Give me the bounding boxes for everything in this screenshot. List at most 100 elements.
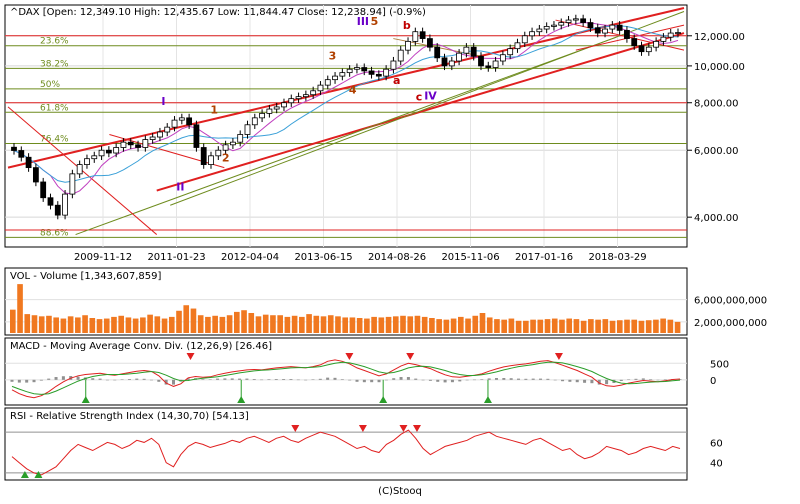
candle-body xyxy=(448,60,455,67)
volume-bar xyxy=(530,319,536,333)
volume-bar xyxy=(147,314,153,333)
fib-level-label: 61.8% xyxy=(40,103,69,113)
wave-label: III xyxy=(357,15,369,28)
rsi-buy-signal-icon xyxy=(34,471,43,478)
candle-body xyxy=(514,42,521,50)
wave-label: a xyxy=(393,74,400,87)
macd-buy-signal-icon xyxy=(483,396,492,403)
volume-bar xyxy=(89,318,96,333)
volume-bar xyxy=(523,320,529,333)
macd-histogram-bar xyxy=(47,378,51,380)
wave-label: 5 xyxy=(371,15,379,28)
candle-body xyxy=(478,55,484,67)
macd-histogram-bar xyxy=(223,378,227,380)
macd-histogram-bar xyxy=(238,378,242,380)
candle-body xyxy=(624,29,630,39)
macd-histogram-bar xyxy=(120,379,124,380)
macd-histogram-bar xyxy=(171,379,175,385)
macd-histogram-bar xyxy=(641,378,645,380)
volume-bar xyxy=(190,308,197,333)
price-y-tick-label: 12,000.00 xyxy=(694,32,745,43)
macd-y-tick-label: 500 xyxy=(710,359,729,370)
macd-histogram-bar xyxy=(634,378,638,380)
volume-bar xyxy=(270,315,276,333)
volume-bar xyxy=(154,316,161,333)
macd-histogram-bar xyxy=(590,379,594,384)
candle-body xyxy=(441,57,448,67)
wave-label: 2 xyxy=(222,152,230,165)
candle-body xyxy=(572,18,579,21)
volume-bar xyxy=(443,319,450,333)
volume-bar xyxy=(168,316,175,333)
macd-histogram-bar xyxy=(157,379,161,382)
volume-bar xyxy=(111,316,117,333)
price-y-tick-label: 10,000.00 xyxy=(694,62,745,73)
candle-body xyxy=(332,75,338,81)
price-y-tick-label: 6,000.00 xyxy=(694,146,739,157)
volume-bar xyxy=(140,317,146,333)
wave-label: 3 xyxy=(329,49,337,62)
candle-body xyxy=(507,48,514,56)
candle-body xyxy=(317,84,324,92)
candle-body xyxy=(602,28,608,34)
candle-body xyxy=(609,24,616,30)
volume-bar xyxy=(75,317,81,333)
macd-buy-signal-icon xyxy=(81,396,90,403)
candle-body xyxy=(251,117,258,126)
volume-y-tick-label: 2,000,000,000 xyxy=(694,318,767,329)
macd-histogram-bar xyxy=(663,379,667,380)
macd-histogram-bar xyxy=(480,379,484,380)
volume-bar xyxy=(436,319,442,333)
macd-histogram-bar xyxy=(245,378,249,380)
candle-body xyxy=(427,38,433,48)
candle-body xyxy=(521,35,528,44)
candle-body xyxy=(339,72,346,77)
macd-histogram-bar xyxy=(502,378,506,380)
moving-average-line xyxy=(13,25,679,183)
volume-bar xyxy=(515,320,522,333)
macd-histogram-bar xyxy=(318,378,322,380)
volume-bar xyxy=(226,315,233,333)
volume-bar xyxy=(255,316,262,333)
macd-histogram-bar xyxy=(10,379,14,382)
candle-body xyxy=(157,131,163,138)
macd-histogram-bar xyxy=(348,379,352,381)
volume-bar xyxy=(421,316,428,333)
volume-bar xyxy=(262,314,269,333)
volume-bar xyxy=(234,311,240,333)
candle-body xyxy=(200,147,207,165)
volume-bar xyxy=(400,315,406,333)
candle-body xyxy=(25,156,32,169)
candle-body xyxy=(230,141,236,146)
rsi-panel-frame xyxy=(4,407,688,481)
candle-body xyxy=(84,158,90,165)
fib-level-label: 50% xyxy=(40,80,60,90)
volume-bar xyxy=(46,315,52,333)
volume-bar xyxy=(82,315,88,333)
candle-body xyxy=(536,28,543,33)
volume-bar xyxy=(306,314,312,333)
volume-bar xyxy=(667,319,674,333)
volume-bar xyxy=(486,317,493,333)
candle-body xyxy=(361,67,368,72)
macd-buy-signal-icon xyxy=(237,396,246,403)
candle-body xyxy=(127,141,134,146)
candle-body xyxy=(638,45,645,53)
candle-body xyxy=(324,79,331,86)
candle-body xyxy=(69,173,76,195)
candle-body xyxy=(368,70,375,75)
volume-bar xyxy=(342,317,349,333)
macd-histogram-bar xyxy=(458,379,462,382)
trend-line xyxy=(555,19,685,51)
volume-bar xyxy=(327,315,334,333)
candle-body xyxy=(456,52,462,62)
candle-body xyxy=(492,60,499,68)
macd-line xyxy=(11,361,681,395)
fib-level-label: 23.6% xyxy=(40,37,69,47)
candle-body xyxy=(11,146,17,151)
macd-histogram-bar xyxy=(392,378,396,380)
volume-bar xyxy=(559,319,565,333)
macd-histogram-bar xyxy=(421,379,425,381)
candle-body xyxy=(244,124,251,135)
